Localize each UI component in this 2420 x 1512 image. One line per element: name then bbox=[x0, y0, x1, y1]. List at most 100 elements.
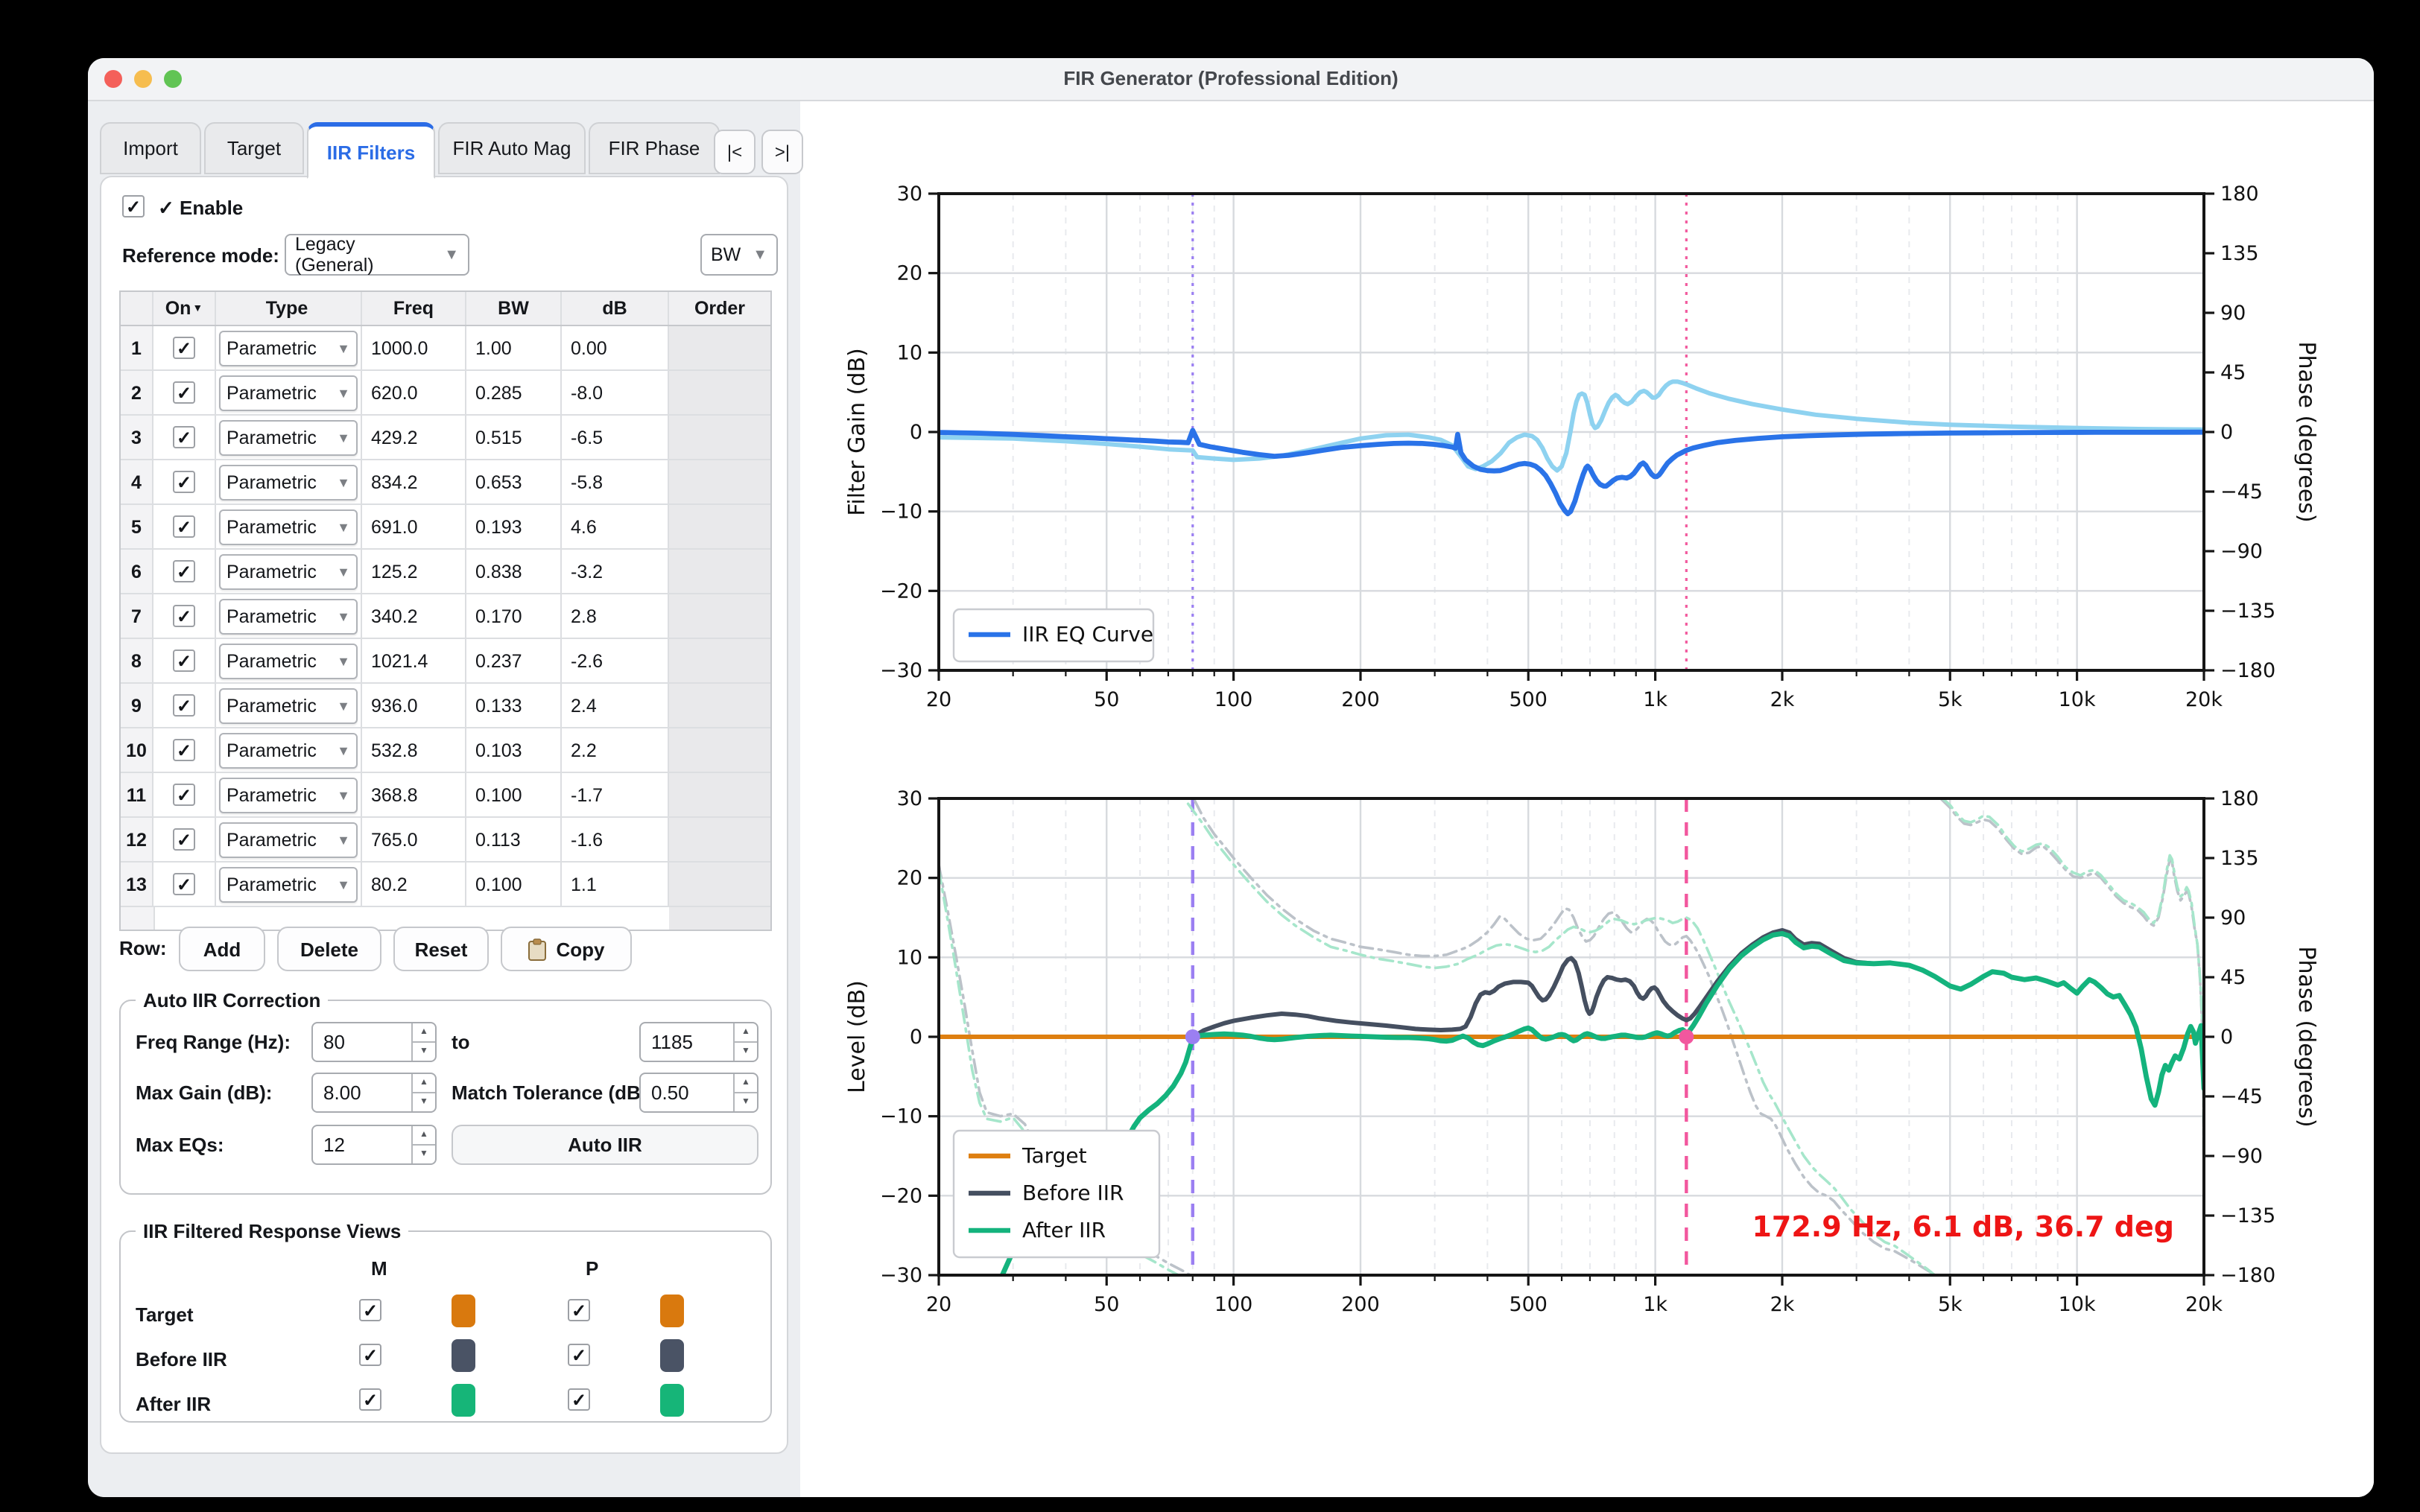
filter-on-checkbox[interactable]: ✓ bbox=[173, 784, 195, 806]
views-m-checkbox[interactable]: ✓ bbox=[359, 1299, 381, 1321]
tab-iir-filters[interactable]: IIR Filters bbox=[307, 122, 435, 179]
zoom-window-button[interactable] bbox=[164, 70, 182, 88]
filter-on-checkbox[interactable]: ✓ bbox=[173, 828, 195, 851]
bw-mode-select[interactable]: BW ▼ bbox=[700, 234, 778, 276]
filter-type-select[interactable]: Parametric ▼ bbox=[219, 777, 358, 813]
add-row-button[interactable]: Add bbox=[179, 927, 265, 971]
close-window-button[interactable] bbox=[104, 70, 122, 88]
stepper-arrows-icon[interactable]: ▲ ▼ bbox=[411, 1023, 435, 1061]
filter-db-cell[interactable]: -5.8 bbox=[562, 460, 669, 504]
match-tolerance-input[interactable]: 0.50 ▲ ▼ bbox=[639, 1073, 758, 1113]
filter-on-checkbox[interactable]: ✓ bbox=[173, 426, 195, 448]
filter-bw-cell[interactable]: 0.237 bbox=[466, 639, 562, 682]
filter-freq-cell[interactable]: 620.0 bbox=[362, 371, 466, 414]
filter-bw-cell[interactable]: 0.515 bbox=[466, 416, 562, 459]
minimize-window-button[interactable] bbox=[134, 70, 152, 88]
column-header-type[interactable]: Type bbox=[216, 292, 362, 325]
views-m-color-swatch[interactable] bbox=[452, 1384, 475, 1417]
column-header-db[interactable]: dB bbox=[562, 292, 669, 325]
filter-bw-cell[interactable]: 0.103 bbox=[466, 728, 562, 772]
filter-freq-cell[interactable]: 936.0 bbox=[362, 684, 466, 727]
filter-type-select[interactable]: Parametric ▼ bbox=[219, 687, 358, 723]
stepper-arrows-icon[interactable]: ▲ ▼ bbox=[733, 1074, 757, 1111]
views-p-color-swatch[interactable] bbox=[660, 1295, 684, 1327]
filter-freq-cell[interactable]: 368.8 bbox=[362, 773, 466, 816]
filter-type-select[interactable]: Parametric ▼ bbox=[219, 643, 358, 679]
filter-bw-cell[interactable]: 0.193 bbox=[466, 505, 562, 548]
filter-type-select[interactable]: Parametric ▼ bbox=[219, 464, 358, 500]
views-m-color-swatch[interactable] bbox=[452, 1339, 475, 1372]
tab-import[interactable]: Import bbox=[100, 122, 201, 174]
filter-type-select[interactable]: Parametric ▼ bbox=[219, 509, 358, 544]
filter-type-select[interactable]: Parametric ▼ bbox=[219, 732, 358, 768]
filter-on-checkbox[interactable]: ✓ bbox=[173, 515, 195, 538]
filter-bw-cell[interactable]: 0.838 bbox=[466, 550, 562, 593]
filter-freq-cell[interactable]: 691.0 bbox=[362, 505, 466, 548]
filter-db-cell[interactable]: -2.6 bbox=[562, 639, 669, 682]
filter-bw-cell[interactable]: 0.113 bbox=[466, 818, 562, 861]
filter-bw-cell[interactable]: 0.170 bbox=[466, 594, 562, 638]
column-header-freq[interactable]: Freq bbox=[362, 292, 466, 325]
filter-type-select[interactable]: Parametric ▼ bbox=[219, 419, 358, 455]
views-p-color-swatch[interactable] bbox=[660, 1339, 684, 1372]
delete-row-button[interactable]: Delete bbox=[277, 927, 381, 971]
filter-db-cell[interactable]: -1.6 bbox=[562, 818, 669, 861]
tab-scroll-last-button[interactable]: >| bbox=[761, 130, 803, 174]
column-header-order[interactable]: Order bbox=[669, 292, 770, 325]
filter-db-cell[interactable]: -6.5 bbox=[562, 416, 669, 459]
filter-bw-cell[interactable]: 0.653 bbox=[466, 460, 562, 504]
views-p-checkbox[interactable]: ✓ bbox=[568, 1299, 590, 1321]
copy-rows-button[interactable]: Copy bbox=[501, 927, 632, 971]
filter-db-cell[interactable]: -8.0 bbox=[562, 371, 669, 414]
enable-checkbox[interactable]: ✓ bbox=[122, 195, 145, 217]
filter-on-checkbox[interactable]: ✓ bbox=[173, 471, 195, 493]
auto-iir-button[interactable]: Auto IIR bbox=[452, 1125, 758, 1165]
filter-db-cell[interactable]: 2.8 bbox=[562, 594, 669, 638]
stepper-arrows-icon[interactable]: ▲ ▼ bbox=[733, 1023, 757, 1061]
filter-db-cell[interactable]: -3.2 bbox=[562, 550, 669, 593]
views-m-checkbox[interactable]: ✓ bbox=[359, 1344, 381, 1366]
filter-db-cell[interactable]: 1.1 bbox=[562, 863, 669, 906]
filter-db-cell[interactable]: 2.4 bbox=[562, 684, 669, 727]
filter-bw-cell[interactable]: 1.00 bbox=[466, 326, 562, 369]
freq-range-to-input[interactable]: 1185 ▲ ▼ bbox=[639, 1022, 758, 1062]
filter-freq-cell[interactable]: 1021.4 bbox=[362, 639, 466, 682]
filter-bw-cell[interactable]: 0.100 bbox=[466, 773, 562, 816]
filter-freq-cell[interactable]: 429.2 bbox=[362, 416, 466, 459]
filter-bw-cell[interactable]: 0.100 bbox=[466, 863, 562, 906]
filter-type-select[interactable]: Parametric ▼ bbox=[219, 598, 358, 634]
filter-db-cell[interactable]: 2.2 bbox=[562, 728, 669, 772]
views-p-checkbox[interactable]: ✓ bbox=[568, 1344, 590, 1366]
filter-freq-cell[interactable]: 80.2 bbox=[362, 863, 466, 906]
reset-rows-button[interactable]: Reset bbox=[393, 927, 489, 971]
stepper-arrows-icon[interactable]: ▲ ▼ bbox=[411, 1074, 435, 1111]
tab-scroll-first-button[interactable]: |< bbox=[714, 130, 756, 174]
tab-target[interactable]: Target bbox=[204, 122, 304, 174]
filter-on-checkbox[interactable]: ✓ bbox=[173, 873, 195, 895]
filter-type-select[interactable]: Parametric ▼ bbox=[219, 330, 358, 366]
max-gain-input[interactable]: 8.00 ▲ ▼ bbox=[311, 1073, 437, 1113]
filter-freq-cell[interactable]: 532.8 bbox=[362, 728, 466, 772]
stepper-arrows-icon[interactable]: ▲ ▼ bbox=[411, 1126, 435, 1163]
filter-bw-cell[interactable]: 0.285 bbox=[466, 371, 562, 414]
filter-freq-cell[interactable]: 125.2 bbox=[362, 550, 466, 593]
filter-on-checkbox[interactable]: ✓ bbox=[173, 337, 195, 359]
filter-on-checkbox[interactable]: ✓ bbox=[173, 381, 195, 404]
column-header-num[interactable] bbox=[121, 292, 153, 325]
filter-freq-cell[interactable]: 340.2 bbox=[362, 594, 466, 638]
views-m-checkbox[interactable]: ✓ bbox=[359, 1388, 381, 1411]
filter-on-checkbox[interactable]: ✓ bbox=[173, 605, 195, 627]
views-p-color-swatch[interactable] bbox=[660, 1384, 684, 1417]
filter-freq-cell[interactable]: 1000.0 bbox=[362, 326, 466, 369]
filter-type-select[interactable]: Parametric ▼ bbox=[219, 553, 358, 589]
column-header-bw[interactable]: BW bbox=[466, 292, 562, 325]
filter-bw-cell[interactable]: 0.133 bbox=[466, 684, 562, 727]
filter-on-checkbox[interactable]: ✓ bbox=[173, 739, 195, 761]
filter-db-cell[interactable]: 4.6 bbox=[562, 505, 669, 548]
filter-db-cell[interactable]: 0.00 bbox=[562, 326, 669, 369]
max-eqs-input[interactable]: 12 ▲ ▼ bbox=[311, 1125, 437, 1165]
filter-db-cell[interactable]: -1.7 bbox=[562, 773, 669, 816]
tab-fir-phase[interactable]: FIR Phase bbox=[589, 122, 720, 174]
filter-type-select[interactable]: Parametric ▼ bbox=[219, 822, 358, 857]
filter-on-checkbox[interactable]: ✓ bbox=[173, 694, 195, 717]
